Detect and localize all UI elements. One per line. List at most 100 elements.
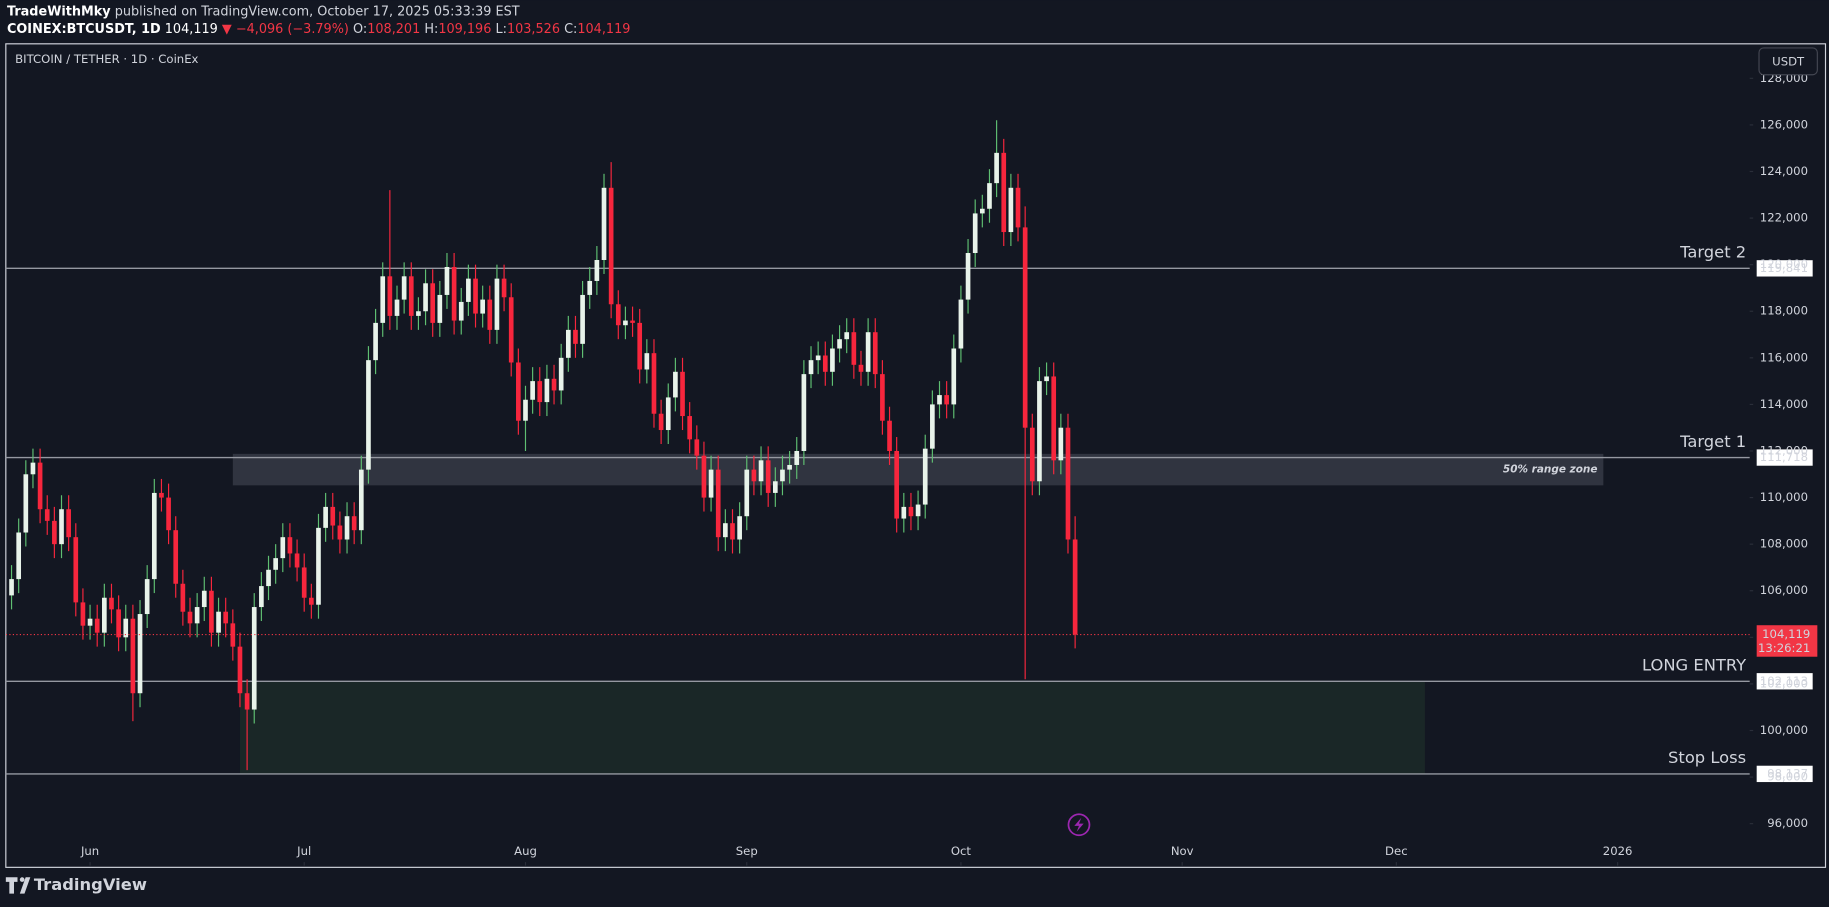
x-tick-label: Jun (80, 844, 99, 858)
ohlc-value: 103,526 (507, 22, 560, 37)
candle-body (851, 332, 857, 365)
candle-body (137, 614, 143, 694)
candle-body (237, 646, 243, 694)
candle-body (794, 450, 800, 465)
candle-body (437, 294, 443, 323)
candle-body (9, 579, 14, 596)
candle-body (516, 362, 521, 421)
candle-body (737, 516, 742, 540)
candle-body (1051, 376, 1057, 461)
logo-dot (19, 877, 25, 882)
level-badge (1756, 449, 1813, 466)
candle-body (358, 469, 364, 531)
candle-body (651, 353, 657, 414)
candle-body (394, 299, 400, 316)
candle-body (1022, 227, 1028, 428)
candle-body (858, 364, 864, 372)
candle-body (830, 348, 835, 372)
candle-body (958, 299, 964, 349)
candle-body (630, 320, 635, 323)
candle-body (230, 623, 236, 647)
level-value: 119,841 (1760, 261, 1808, 275)
candle-body (608, 187, 614, 305)
candle-body (423, 283, 428, 312)
candle-body (951, 348, 957, 405)
candle-body (323, 506, 328, 528)
y-tick-label: 114,000 (1760, 397, 1808, 411)
candle-body (837, 339, 842, 349)
publish-line: TradeWithMky published on TradingView.co… (7, 4, 520, 19)
candle-body (994, 152, 999, 184)
y-tick-label: 126,000 (1760, 117, 1808, 131)
candle-body (544, 378, 550, 403)
candle-body (244, 693, 250, 710)
candle-body (972, 213, 978, 254)
candle-body (444, 266, 450, 295)
candle-body (366, 360, 371, 470)
candle-body (744, 469, 750, 517)
x-tick-label: 2026 (1603, 844, 1633, 858)
ohlc-value: 109,196 (438, 22, 491, 37)
level-badge (1756, 765, 1813, 783)
candle-body (401, 276, 407, 300)
candle-body (287, 537, 293, 554)
y-tick-label: 120,000 (1760, 257, 1808, 271)
candle-body (1065, 427, 1071, 540)
candle-body (159, 492, 164, 498)
logo-mark (5, 877, 31, 894)
candle-body (1037, 381, 1042, 482)
candle-body (30, 462, 36, 475)
zone (232, 453, 1604, 486)
events-icon[interactable] (1067, 813, 1091, 837)
candle-body (187, 611, 193, 624)
candle-body (765, 460, 771, 493)
candle-body (772, 481, 778, 493)
candle-body (116, 609, 121, 638)
brand: TradingView (34, 875, 147, 894)
candle-body (922, 448, 928, 505)
candle-body (637, 322, 643, 370)
candle-body (694, 439, 700, 456)
candle-body (601, 187, 607, 260)
candle-body (580, 294, 585, 344)
level-value: 102,113 (1760, 674, 1808, 688)
x-tick-label: Nov (1171, 844, 1194, 858)
currency-badge[interactable] (1758, 47, 1818, 76)
y-tick-label: 106,000 (1760, 583, 1808, 597)
candle-body (166, 497, 171, 531)
level-name: Stop Loss (1668, 748, 1746, 767)
x-tick-label: Jul (296, 844, 311, 858)
symbol: COINEX:BTCUSDT, 1D (7, 22, 161, 37)
candle-body (908, 506, 914, 517)
candle-body (680, 371, 685, 417)
candle-body (23, 474, 29, 533)
candle-body (723, 523, 728, 538)
candle-body (880, 374, 885, 421)
candle-body (1044, 376, 1049, 382)
candle-body (708, 469, 714, 498)
candle-body (80, 602, 86, 626)
candle-body (687, 416, 692, 440)
candle-body (59, 509, 64, 545)
candle-body (965, 253, 971, 300)
candle-body (487, 299, 493, 330)
candle-body (273, 558, 278, 570)
candle-body (872, 332, 878, 375)
candle-body (466, 278, 471, 302)
candle-body (887, 420, 892, 451)
zone (239, 681, 1425, 774)
candle-body (473, 278, 478, 314)
candle-body (194, 607, 200, 624)
candle-body (351, 516, 357, 531)
y-tick-label: 110,000 (1760, 490, 1808, 504)
candle-body (130, 618, 136, 694)
countdown: 13:26:21 (1758, 641, 1810, 655)
candle-body (537, 381, 543, 403)
candle-body (673, 371, 678, 398)
candle-body (330, 506, 336, 526)
events-bolt (1074, 817, 1084, 832)
candle-body (615, 304, 621, 326)
candle-body (944, 395, 949, 405)
y-tick-label: 124,000 (1760, 164, 1808, 178)
